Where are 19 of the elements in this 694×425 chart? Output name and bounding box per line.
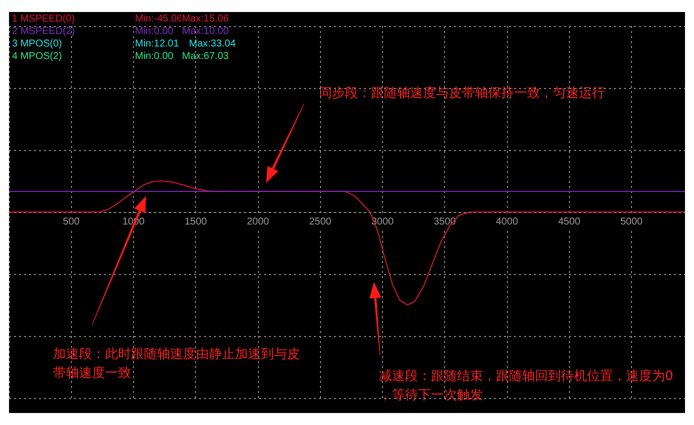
x-tick-label: 2000 — [246, 216, 270, 228]
text: Min:-45.06 — [135, 14, 183, 24]
text: Min:0.00 — [135, 51, 174, 62]
text: Min:0.00 — [135, 26, 174, 37]
x-tick-label: 4000 — [496, 216, 519, 228]
text: Max:15.06 — [182, 14, 230, 24]
text: 2 MSPEED(2) — [12, 26, 75, 37]
text: Max:33.04 — [189, 38, 236, 50]
x-tick-label: 1500 — [184, 216, 208, 228]
text: 1 MSPEED(0) — [12, 14, 75, 24]
x-tick-label: 5000 — [620, 216, 644, 228]
text: 4 MPOS(2) — [12, 51, 62, 62]
x-tick-label: 2500 — [309, 216, 332, 228]
text: 3 MPOS(0) — [12, 38, 62, 50]
x-tick-label: 4500 — [558, 216, 581, 228]
text: Max:10.00 — [182, 26, 230, 37]
text: Min:12.01 — [135, 38, 180, 50]
x-tick-label: 500 — [62, 216, 80, 228]
text: Max:67.03 — [182, 51, 230, 62]
